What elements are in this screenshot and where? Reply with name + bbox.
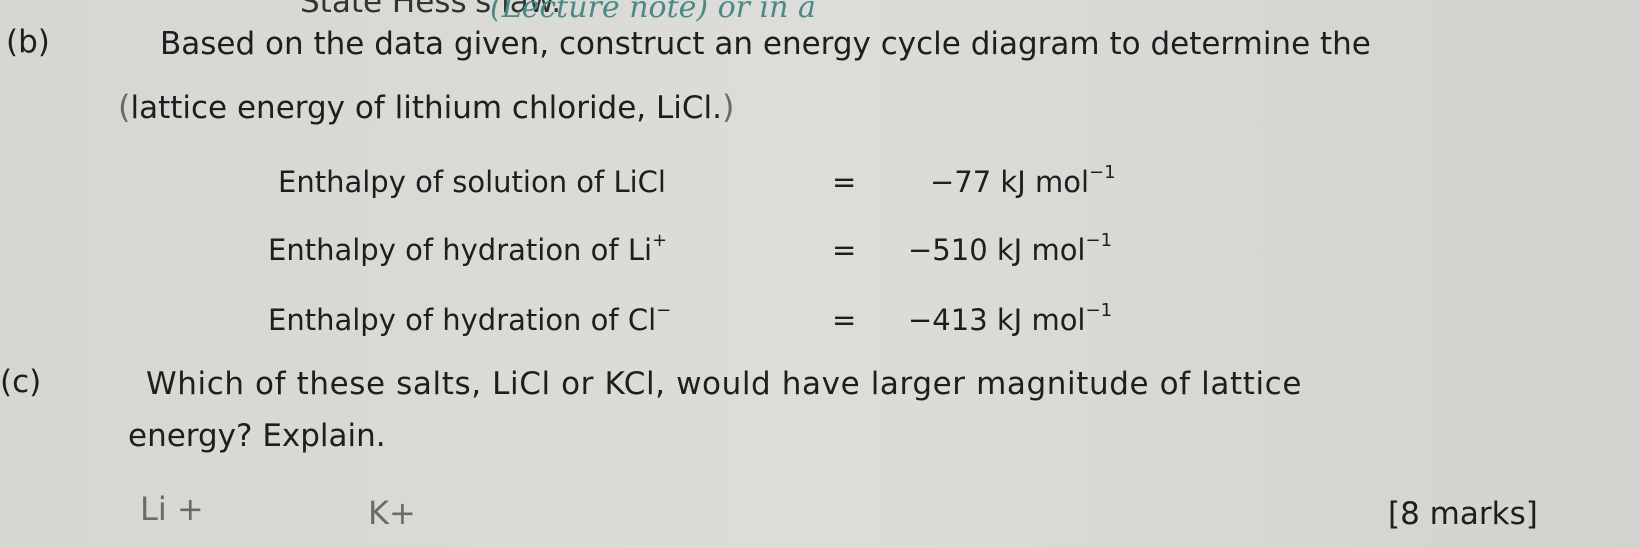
data-label: Enthalpy of hydration of Cl− bbox=[268, 300, 672, 338]
value: −413 bbox=[908, 303, 988, 337]
ion-charge: + bbox=[652, 230, 668, 251]
part-c-question-line1: Which of these salts, LiCl or KCl, would… bbox=[146, 366, 1302, 402]
equals-sign: = bbox=[832, 303, 857, 337]
data-label: Enthalpy of solution of LiCl bbox=[278, 165, 666, 199]
ion-charge: − bbox=[656, 300, 672, 321]
handwritten-k-plus: K+ bbox=[368, 494, 416, 532]
value: −77 bbox=[930, 165, 992, 199]
unit-exponent: −1 bbox=[1085, 230, 1113, 251]
handwritten-li-plus: Li + bbox=[140, 490, 204, 528]
data-value: −413 kJ mol−1 bbox=[908, 300, 1113, 338]
unit: kJ mol bbox=[996, 303, 1086, 337]
equals-sign: = bbox=[832, 165, 857, 199]
previous-question-text: State Hess's law. bbox=[300, 0, 562, 20]
value: −510 bbox=[908, 233, 988, 267]
part-b-label: (b) bbox=[6, 24, 50, 60]
data-value: −510 kJ mol−1 bbox=[908, 230, 1113, 268]
unit: kJ mol bbox=[996, 233, 1086, 267]
part-c-question-line2: energy? Explain. bbox=[128, 418, 386, 454]
data-name: Enthalpy of hydration of Cl bbox=[268, 303, 657, 337]
part-b-line2-text: lattice energy of lithium chloride, LiCl… bbox=[130, 90, 723, 126]
handwritten-bracket-open: ( bbox=[118, 88, 131, 126]
part-c-label: (c) bbox=[0, 364, 42, 400]
handwritten-note-top: (Lecture note) or in a bbox=[490, 0, 816, 25]
handwritten-bracket-close: ) bbox=[722, 88, 735, 126]
part-b-question-line2: (lattice energy of lithium chloride, LiC… bbox=[118, 88, 735, 126]
data-value: −77 kJ mol−1 bbox=[930, 162, 1116, 200]
unit-exponent: −1 bbox=[1089, 162, 1116, 183]
unit-exponent: −1 bbox=[1085, 300, 1113, 321]
equals-sign: = bbox=[832, 233, 857, 267]
unit: kJ mol bbox=[1000, 165, 1090, 199]
part-b-question-line1: Based on the data given, construct an en… bbox=[160, 26, 1371, 62]
data-name: Enthalpy of hydration of Li bbox=[268, 233, 653, 267]
data-name: Enthalpy of solution of LiCl bbox=[278, 165, 666, 199]
data-label: Enthalpy of hydration of Li+ bbox=[268, 230, 668, 268]
marks-label: [8 marks] bbox=[1388, 496, 1538, 532]
